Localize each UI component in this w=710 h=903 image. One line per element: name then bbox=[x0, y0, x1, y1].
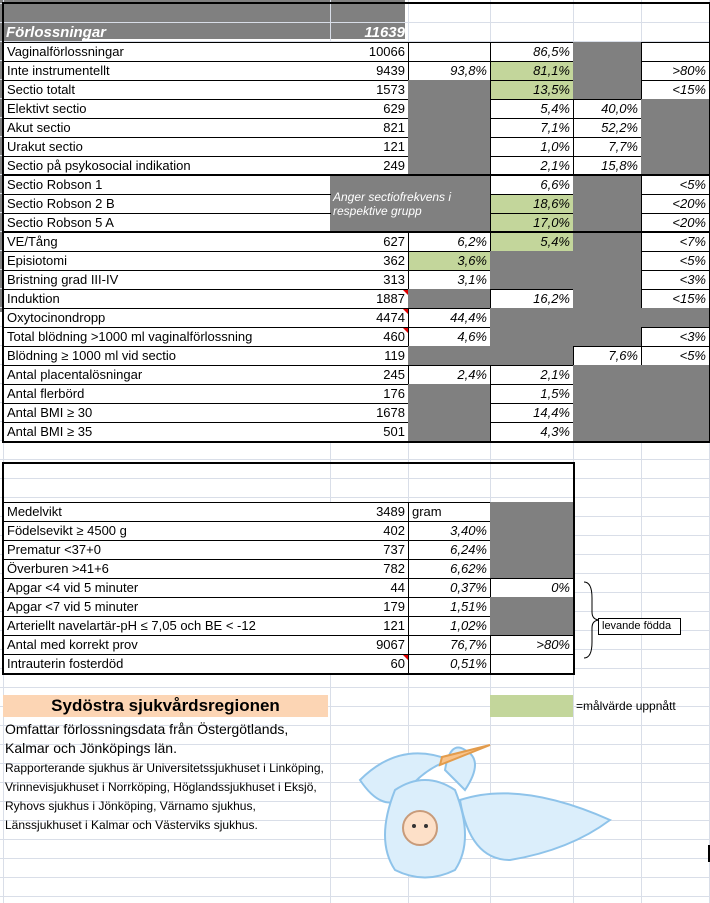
footer-line: Kalmar och Jönköpings län. bbox=[5, 740, 177, 756]
legend-swatch bbox=[490, 695, 573, 717]
header-text: Av antalet barn bbox=[411, 464, 469, 496]
cell: 119 bbox=[330, 346, 409, 366]
cell: 4,6% bbox=[408, 327, 491, 347]
cell: <20% bbox=[641, 194, 710, 214]
note-box: levande födda bbox=[598, 618, 681, 635]
comment-marker bbox=[403, 290, 408, 295]
legend-text: =målvärde uppnått bbox=[576, 699, 676, 713]
cell: 60 bbox=[330, 654, 409, 674]
header-text: Barn bbox=[6, 484, 41, 501]
cell: 627 bbox=[330, 232, 409, 252]
cell: 1573 bbox=[330, 80, 409, 100]
header-text: 11820 bbox=[364, 484, 405, 501]
header-text: Av vaginal-förlossning bbox=[411, 4, 476, 36]
cell: 402 bbox=[330, 521, 409, 541]
header-text: Av sectio bbox=[576, 4, 629, 19]
cell: 40,0% bbox=[573, 99, 642, 119]
comment-marker bbox=[403, 309, 408, 314]
header-text: Målvärde bbox=[644, 4, 698, 19]
cell: 245 bbox=[330, 365, 409, 385]
cell: 249 bbox=[330, 156, 409, 176]
comment-marker bbox=[403, 328, 408, 333]
footer-small-line: Ryhovs sjukhus i Jönköping, Värnamo sjuk… bbox=[5, 799, 256, 813]
cell: 0% bbox=[490, 578, 574, 598]
header-cell bbox=[0, 0, 405, 39]
cell: 2,1% bbox=[490, 365, 574, 385]
cell: <7% bbox=[641, 232, 710, 252]
cell: <3% bbox=[641, 270, 710, 290]
footer-line: Omfattar förlossningsdata från Östergötl… bbox=[5, 721, 289, 737]
cell: 15,8% bbox=[573, 156, 642, 176]
cell: <20% bbox=[641, 213, 710, 233]
cell: 3,1% bbox=[408, 270, 491, 290]
region-title: Sydöstra sjukvårdsregionen bbox=[3, 695, 328, 717]
baby-face bbox=[412, 824, 428, 828]
cell: 86,5% bbox=[490, 42, 574, 62]
cell: 6,24% bbox=[408, 540, 491, 560]
cell: >80% bbox=[490, 635, 574, 655]
robson-note: Anger sectiofrekvens i respektive grupp bbox=[333, 190, 452, 218]
cell: <5% bbox=[641, 346, 710, 366]
cell: 6,62% bbox=[408, 559, 491, 579]
cell: 737 bbox=[330, 540, 409, 560]
cell: 52,2% bbox=[573, 118, 642, 138]
header-text: Förlossningar bbox=[6, 24, 107, 41]
table-border bbox=[2, 462, 575, 675]
footer-small-line: Länssjukhuset i Kalmar och Västerviks sj… bbox=[5, 818, 258, 832]
table-border bbox=[2, 2, 710, 443]
cell: <15% bbox=[641, 289, 710, 309]
footer-small-line: Vrinnevisjukhuset i Norrköping, Höglands… bbox=[5, 780, 317, 794]
comment-marker bbox=[403, 655, 408, 660]
cell: 782 bbox=[330, 559, 409, 579]
cell: 14,4% bbox=[490, 403, 574, 423]
header-text: Av samtliga bbox=[493, 4, 560, 19]
cell: 13,5% bbox=[490, 80, 574, 100]
header-text: 11639 bbox=[364, 24, 405, 41]
footer-small-line: Rapporterande sjukhus är Universitetssju… bbox=[5, 761, 324, 775]
cell: 0,37% bbox=[408, 578, 491, 598]
cell: 17,0% bbox=[490, 213, 574, 233]
header-text: Målvärde bbox=[493, 464, 547, 479]
cell: 44 bbox=[330, 578, 409, 598]
section-border bbox=[2, 231, 710, 233]
stork bbox=[358, 744, 612, 879]
cell: 2,1% bbox=[490, 156, 574, 176]
section-border bbox=[2, 174, 710, 176]
cell: <3% bbox=[641, 327, 710, 347]
